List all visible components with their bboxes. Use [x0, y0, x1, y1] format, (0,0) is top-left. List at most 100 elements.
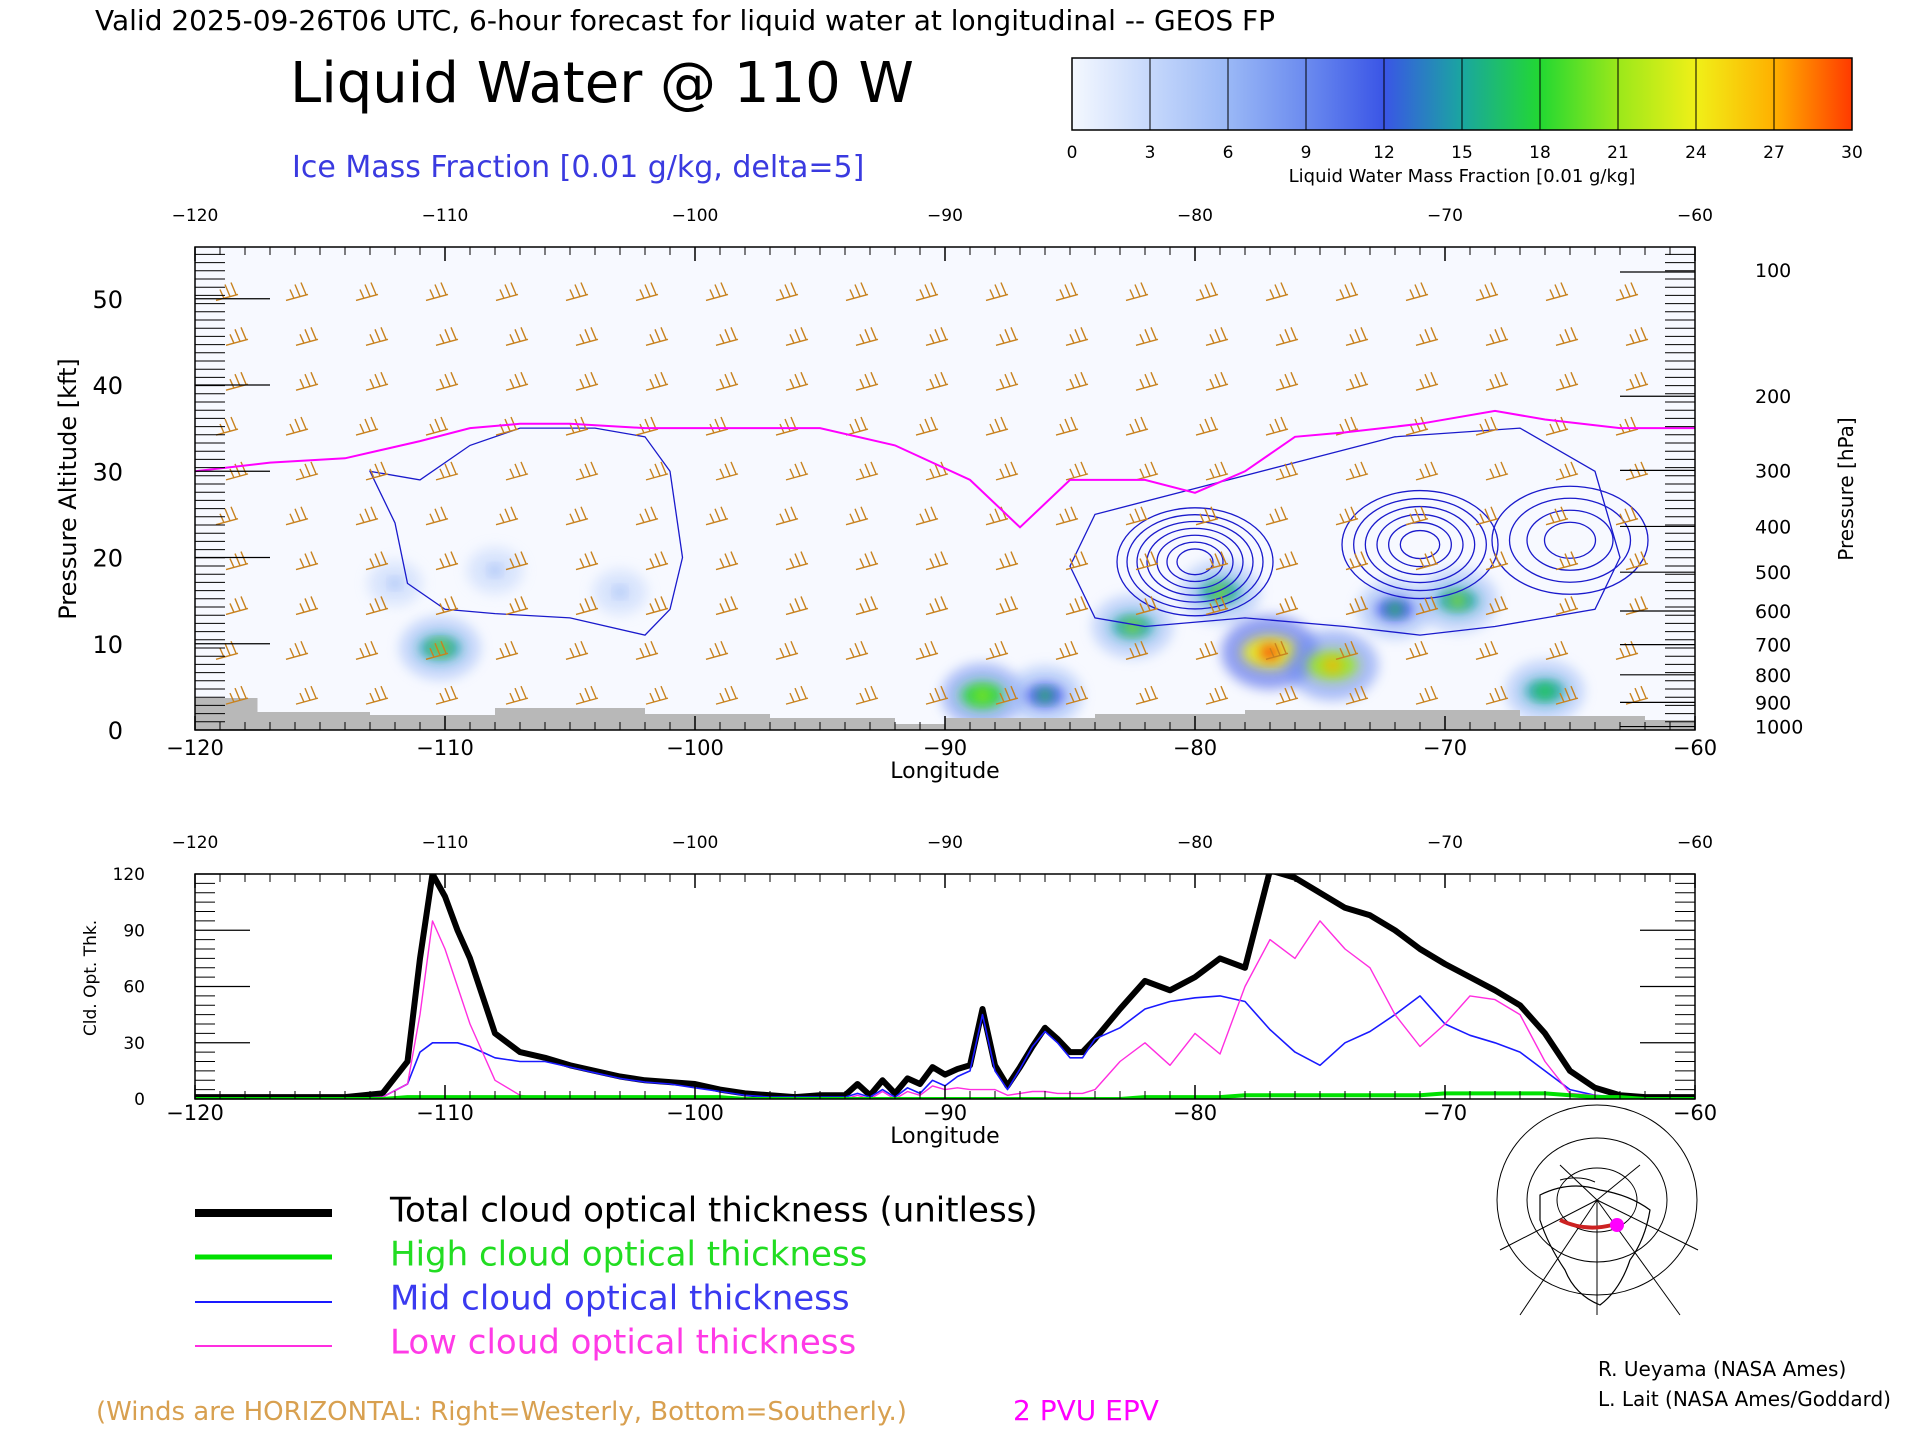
- pressure-tick-label: 900: [1755, 692, 1791, 714]
- x-tick-label: −70: [1423, 736, 1467, 760]
- bottom-x-tick-label: −100: [666, 1101, 724, 1125]
- bottom-panel-axes: −120 −120 −110 −110 −100 −100 −90 −90 −80 −80 −70 −…: [113, 833, 1718, 1125]
- wind-barb: [775, 416, 799, 436]
- wind-barb: [1065, 461, 1089, 481]
- low-cloud-line: [195, 920, 1695, 1099]
- wind-barb: [1265, 641, 1289, 660]
- wind-barb: [925, 551, 949, 571]
- wind-barb: [565, 506, 589, 526]
- wind-barb: [1625, 327, 1649, 347]
- x-tick-label-top: −90: [927, 206, 963, 226]
- ice-contour: [1136, 520, 1254, 603]
- wind-barb: [505, 685, 529, 705]
- wind-barb: [645, 327, 669, 347]
- wind-barb: [1125, 641, 1149, 660]
- credit-lait: L. Lait (NASA Ames/Goddard): [1598, 1387, 1891, 1411]
- wind-barb: [425, 416, 449, 436]
- wind-barb: [1475, 506, 1499, 526]
- wind-barb: [1055, 416, 1079, 436]
- x-tick-label-top: −120: [172, 206, 219, 226]
- x-tick-label: −80: [1173, 736, 1217, 760]
- wind-barb: [1345, 551, 1369, 571]
- wind-barb: [505, 371, 529, 391]
- wind-barb: [285, 506, 309, 526]
- x-tick-label-top: −110: [422, 206, 469, 226]
- wind-barb: [915, 282, 939, 302]
- wind-barb: [925, 685, 949, 705]
- legend: Total cloud optical thickness (unitless)…: [195, 1191, 1038, 1363]
- wind-barb: [285, 282, 309, 302]
- liquid-water-core: [390, 579, 400, 588]
- wind-barb: [785, 596, 809, 616]
- wind-barb: [1275, 371, 1299, 391]
- wind-barb: [845, 506, 869, 526]
- wind-barb: [565, 641, 589, 660]
- wind-barb: [1125, 416, 1149, 436]
- wind-barb: [1195, 282, 1219, 302]
- wind-barb: [715, 596, 739, 616]
- locator-map: [1496, 1104, 1699, 1316]
- bottom-x-tick-label-top: −110: [422, 833, 469, 853]
- pressure-tick-label: 100: [1755, 260, 1791, 282]
- wind-barb: [1415, 327, 1439, 347]
- wind-barb: [1555, 551, 1579, 571]
- wind-barb: [565, 416, 589, 436]
- wind-barb: [635, 416, 659, 436]
- mid-cloud-line: [195, 995, 1695, 1099]
- x-tick-label: −120: [166, 736, 224, 760]
- wind-barb: [1205, 685, 1229, 705]
- top-panel-axes: −120 −120 −110 −110 −100 −100 −90 −90 −80 −80 −70 −…: [92, 206, 1803, 760]
- wind-barb: [1485, 596, 1509, 616]
- wind-barb: [785, 327, 809, 347]
- liquid-water-core: [1037, 689, 1053, 702]
- wind-barb: [785, 371, 809, 391]
- ice-contour: [1156, 534, 1234, 590]
- bottom-x-tick-label-top: −100: [672, 833, 719, 853]
- wind-barb: [1065, 371, 1089, 391]
- wind-barb: [705, 641, 729, 660]
- optical-thickness-panel: −120 −120 −110 −110 −100 −100 −90 −90 −80 −80 −70 −…: [81, 833, 1717, 1149]
- map-section-line: [1559, 1218, 1613, 1230]
- wind-barb: [995, 327, 1019, 347]
- wind-barb: [985, 641, 1009, 660]
- wind-barb: [425, 506, 449, 526]
- legend-total-label: Total cloud optical thickness (unitless): [389, 1191, 1038, 1231]
- wind-barb: [1135, 327, 1159, 347]
- wind-barb: [435, 371, 459, 391]
- wind-barb: [715, 685, 739, 705]
- colorbar-tick-label: 18: [1529, 143, 1551, 163]
- bottom-ylabel: Cld. Opt. Thk.: [81, 920, 101, 1036]
- colorbar-tick-label: 6: [1223, 143, 1234, 163]
- wind-barb: [1345, 461, 1369, 481]
- wind-barb: [715, 371, 739, 391]
- wind-barb: [1205, 327, 1229, 347]
- wind-barb: [1265, 282, 1289, 302]
- wind-barb: [225, 596, 249, 616]
- wind-barb: [295, 551, 319, 571]
- pressure-tick-label: 1000: [1755, 717, 1803, 739]
- wind-barb: [715, 461, 739, 481]
- x-tick-label: −60: [1673, 736, 1717, 760]
- bottom-background: [195, 874, 1695, 1099]
- wind-barb: [495, 641, 519, 660]
- wind-barb: [1125, 506, 1149, 526]
- wind-barb: [855, 685, 879, 705]
- wind-barb: [295, 327, 319, 347]
- wind-barb: [1335, 641, 1359, 660]
- wind-barb: [1485, 551, 1509, 571]
- wind-barb: [505, 596, 529, 616]
- wind-barb: [1275, 327, 1299, 347]
- colorbar-ticks: 0 3 6 9 12 15 18 21 24 27 30: [1067, 58, 1863, 163]
- wind-barb: [635, 506, 659, 526]
- wind-barb: [1625, 461, 1649, 481]
- wind-barb: [855, 596, 879, 616]
- wind-barb: [1415, 551, 1439, 571]
- wind-barb: [1275, 596, 1299, 616]
- wind-barb: [1475, 416, 1499, 436]
- ice-contour: [1341, 489, 1499, 600]
- wind-barb: [1345, 685, 1369, 705]
- wind-barb: [1405, 641, 1429, 660]
- colorbar-tick-label: 21: [1607, 143, 1629, 163]
- wind-barb: [1195, 416, 1219, 436]
- bottom-y-tick-label: 120: [113, 865, 145, 885]
